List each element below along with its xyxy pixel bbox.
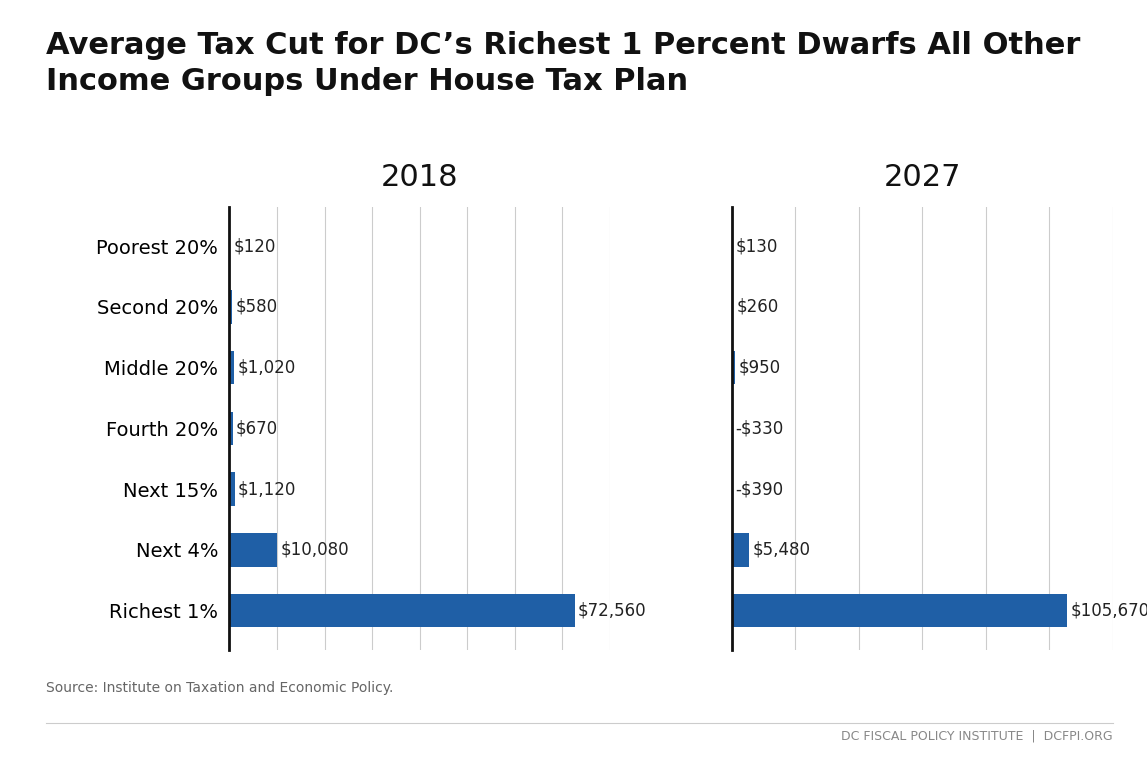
Text: $130: $130 xyxy=(736,237,779,255)
Text: $105,670: $105,670 xyxy=(1071,602,1147,620)
Bar xyxy=(229,412,233,445)
Bar xyxy=(229,473,235,506)
Bar xyxy=(229,351,234,384)
Text: $1,020: $1,020 xyxy=(237,359,296,376)
Bar xyxy=(229,290,232,324)
Text: $1,120: $1,120 xyxy=(239,480,296,498)
Text: Source: Institute on Taxation and Economic Policy.: Source: Institute on Taxation and Econom… xyxy=(46,681,393,695)
Text: -$390: -$390 xyxy=(735,480,783,498)
Text: $120: $120 xyxy=(233,237,275,255)
Text: $580: $580 xyxy=(235,298,278,316)
Text: $72,560: $72,560 xyxy=(578,602,647,620)
Bar xyxy=(731,473,732,506)
Text: DC FISCAL POLICY INSTITUTE  |  DCFPI.ORG: DC FISCAL POLICY INSTITUTE | DCFPI.ORG xyxy=(841,729,1113,742)
Text: $950: $950 xyxy=(739,359,781,376)
Bar xyxy=(229,533,278,567)
Bar xyxy=(732,533,749,567)
Text: $10,080: $10,080 xyxy=(281,541,350,559)
Text: Average Tax Cut for DC’s Richest 1 Percent Dwarfs All Other
Income Groups Under : Average Tax Cut for DC’s Richest 1 Perce… xyxy=(46,31,1080,96)
Text: $5,480: $5,480 xyxy=(754,541,811,559)
Bar xyxy=(732,351,735,384)
Title: 2018: 2018 xyxy=(381,163,459,192)
Bar xyxy=(229,594,575,627)
Title: 2027: 2027 xyxy=(883,163,961,192)
Text: $260: $260 xyxy=(736,298,779,316)
Text: -$330: -$330 xyxy=(735,419,783,438)
Text: $670: $670 xyxy=(236,419,278,438)
Bar xyxy=(732,594,1067,627)
